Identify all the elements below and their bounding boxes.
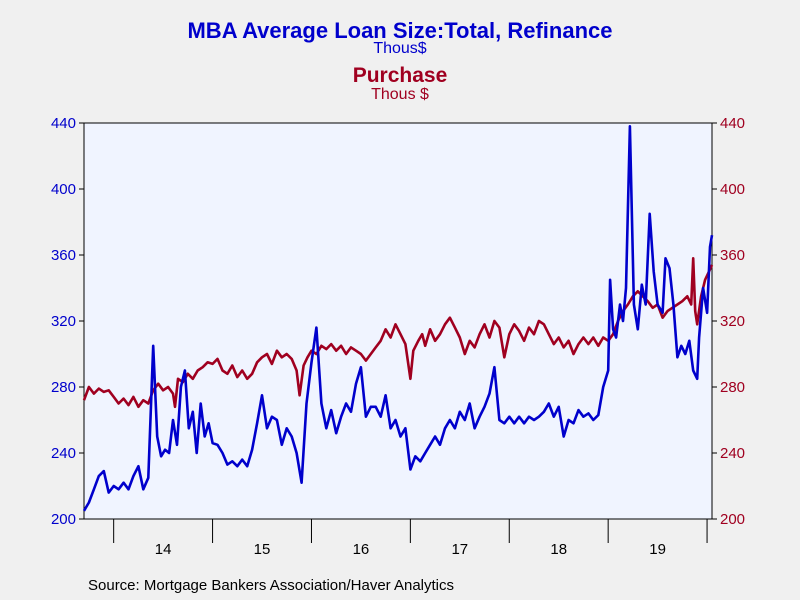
series-line-refinance (82, 125, 714, 512)
right-axis-tick-label: 200 (720, 511, 745, 528)
left-axis-tick-label: 320 (51, 313, 76, 330)
x-axis-tick-label: 19 (649, 541, 666, 558)
x-axis-tick-label: 17 (451, 541, 468, 558)
right-axis-tick-label: 320 (720, 313, 745, 330)
right-axis-tick-label: 240 (720, 445, 745, 462)
left-axis-tick-label: 400 (51, 181, 76, 198)
right-axis-tick-label: 440 (720, 115, 745, 132)
left-axis-tick-label: 200 (51, 511, 76, 528)
left-axis-tick-label: 360 (51, 247, 76, 264)
chart-title-unit: Thous$ (373, 40, 427, 57)
chart-title: MBA Average Loan Size:Total, Refinance (187, 18, 613, 43)
left-axis-tick-label: 240 (51, 445, 76, 462)
right-axis-tick-label: 360 (720, 247, 745, 264)
x-axis-tick-label: 16 (353, 541, 370, 558)
source-note: Source: Mortgage Bankers Association/Hav… (88, 577, 455, 594)
right-axis-tick-label: 280 (720, 379, 745, 396)
chart-subtitle-unit: Thous $ (371, 86, 429, 103)
left-axis-tick-label: 280 (51, 379, 76, 396)
x-axis-tick-label: 14 (155, 541, 172, 558)
x-axis-tick-label: 15 (254, 541, 271, 558)
left-axis-tick-label: 440 (51, 115, 76, 132)
right-axis-tick-label: 400 (720, 181, 745, 198)
x-axis-tick-label: 18 (550, 541, 567, 558)
chart-subtitle: Purchase (352, 64, 448, 87)
